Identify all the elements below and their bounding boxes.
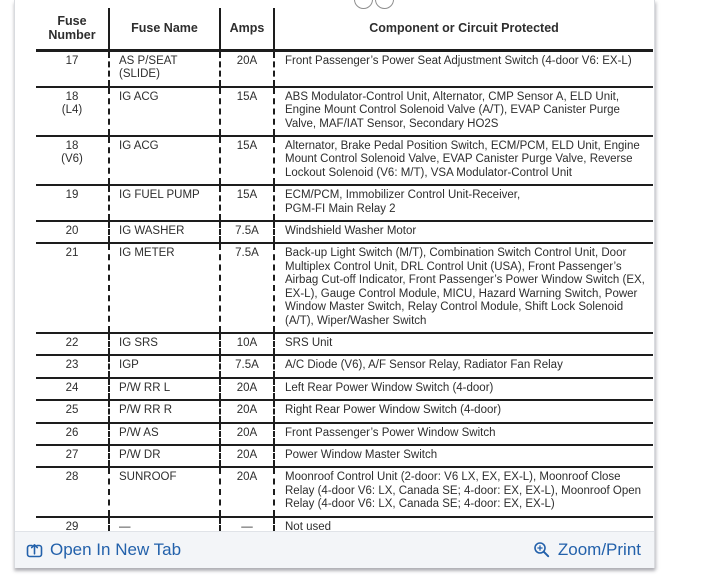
fuse-table: Fuse Number Fuse Name Amps Component or …	[36, 8, 653, 531]
fuse-name-cell: IG FUEL PUMP	[108, 186, 219, 221]
open-in-new-tab-icon	[26, 542, 43, 559]
fuse-name-cell: AS P/SEAT (SLIDE)	[108, 52, 219, 86]
fuse-number-cell: 19	[65, 189, 79, 202]
amps-cell: 15A	[219, 87, 273, 136]
table-row: 21 IG METER 7.5A Back-up Light Switch (M…	[36, 242, 653, 332]
amps-cell: 7.5A	[219, 222, 273, 243]
fuse-number-cell: 25	[65, 404, 79, 417]
fuse-name-cell: IG METER	[108, 244, 219, 332]
fuse-name-cell: P/W RR L	[108, 378, 219, 400]
component-cell: Back-up Light Switch (M/T), Combination …	[273, 244, 653, 332]
component-cell: A/C Diode (V6), A/F Sensor Relay, Radiat…	[273, 356, 653, 377]
fuse-number-cell: 18 (V6)	[61, 140, 83, 166]
table-row: 20 IG WASHER 7.5A Windshield Washer Moto…	[36, 220, 653, 243]
table-row: 27 P/W DR 20A Power Window Master Switch	[36, 443, 653, 467]
fuse-name-cell: SUNROOF	[108, 468, 219, 516]
component-cell: Power Window Master Switch	[273, 445, 653, 467]
header-fuse-name: Fuse Name	[108, 8, 219, 49]
component-cell: Moonroof Control Unit (2-door: V6 LX, EX…	[273, 468, 653, 516]
table-row: 17 AS P/SEAT (SLIDE) 20A Front Passenger…	[36, 52, 653, 86]
fuse-number-cell: 27	[65, 448, 79, 461]
component-cell: Front Passenger’s Power Window Switch	[273, 423, 653, 444]
amps-cell: 20A	[219, 468, 273, 516]
document-viewer-panel: Fuse Number Fuse Name Amps Component or …	[14, 0, 655, 568]
table-row: 22 IG SRS 10A SRS Unit	[36, 331, 653, 355]
fuse-name-cell: IG ACG	[108, 137, 219, 185]
fuse-chart-scan: Fuse Number Fuse Name Amps Component or …	[15, 0, 654, 531]
amps-cell: 7.5A	[219, 244, 273, 332]
amps-cell: 20A	[219, 423, 273, 444]
table-row: 18 (V6) IG ACG 15A Alternator, Brake Ped…	[36, 135, 653, 185]
component-cell: Front Passenger’s Power Seat Adjustment …	[273, 52, 653, 86]
table-row: 23 IGP 7.5A A/C Diode (V6), A/F Sensor R…	[36, 354, 653, 377]
fuse-number-cell: 26	[65, 426, 79, 439]
fuse-number-cell: 17	[65, 55, 79, 67]
open-in-new-tab-button[interactable]: Open In New Tab	[26, 540, 181, 560]
amps-cell: 7.5A	[219, 356, 273, 377]
fuse-number-cell: 22	[65, 336, 79, 349]
fuse-name-cell: P/W RR R	[108, 401, 219, 422]
fuse-number-cell: 23	[65, 359, 79, 372]
amps-cell: 20A	[219, 378, 273, 400]
fuse-name-cell: —	[108, 517, 219, 531]
fuse-name-cell: IG ACG	[108, 87, 219, 136]
header-component: Component or Circuit Protected	[273, 8, 653, 49]
component-cell: SRS Unit	[273, 333, 653, 355]
component-cell: Not used	[273, 517, 653, 531]
amps-cell: 15A	[219, 137, 273, 185]
fuse-number-cell: 21	[65, 247, 79, 260]
fuse-name-cell: IGP	[108, 356, 219, 377]
component-cell: ECM/PCM, Immobilizer Control Unit-Receiv…	[273, 186, 653, 221]
amps-cell: —	[219, 517, 273, 531]
fuse-number-cell: 24	[65, 381, 79, 394]
table-row: 19 IG FUEL PUMP 15A ECM/PCM, Immobilizer…	[36, 184, 653, 221]
component-cell: ABS Modulator-Control Unit, Alternator, …	[273, 87, 653, 136]
fuse-number-cell: 20	[65, 225, 79, 238]
fuse-name-cell: IG WASHER	[108, 222, 219, 243]
table-row: 26 P/W AS 20A Front Passenger’s Power Wi…	[36, 421, 653, 444]
header-fuse-number: Fuse Number	[48, 14, 96, 42]
fuse-number-cell: 28	[65, 471, 79, 484]
amps-cell: 20A	[219, 445, 273, 467]
open-in-new-tab-label: Open In New Tab	[50, 540, 182, 559]
table-row: 18 (L4) IG ACG 15A ABS Modulator-Control…	[36, 85, 653, 136]
component-cell: Left Rear Power Window Switch (4-door)	[273, 378, 653, 400]
amps-cell: 15A	[219, 186, 273, 221]
table-row: 24 P/W RR L 20A Left Rear Power Window S…	[36, 376, 653, 400]
table-row: 28 SUNROOF 20A Moonroof Control Unit (2-…	[36, 466, 653, 516]
component-cell: Alternator, Brake Pedal Position Switch,…	[273, 137, 653, 185]
fuse-name-cell: P/W AS	[108, 423, 219, 444]
amps-cell: 10A	[219, 333, 273, 355]
fuse-number-cell: 18 (L4)	[61, 90, 83, 117]
table-header-row: Fuse Number Fuse Name Amps Component or …	[36, 8, 653, 52]
header-amps: Amps	[219, 8, 273, 49]
component-cell: Right Rear Power Window Switch (4-door)	[273, 401, 653, 422]
fuse-name-cell: P/W DR	[108, 445, 219, 467]
amps-cell: 20A	[219, 52, 273, 86]
fuse-name-cell: IG SRS	[108, 333, 219, 355]
zoom-print-label: Zoom/Print	[557, 540, 641, 559]
amps-cell: 20A	[219, 401, 273, 422]
table-row: 29 — — Not used	[36, 515, 653, 531]
zoom-magnifier-icon	[533, 541, 551, 559]
component-cell: Windshield Washer Motor	[273, 222, 653, 243]
zoom-print-button[interactable]: Zoom/Print	[533, 540, 641, 560]
viewer-toolbar: Open In New Tab Zoom/Print	[15, 531, 654, 568]
table-row: 25 P/W RR R 20A Right Rear Power Window …	[36, 399, 653, 422]
fuse-number-cell: 29	[65, 520, 79, 531]
